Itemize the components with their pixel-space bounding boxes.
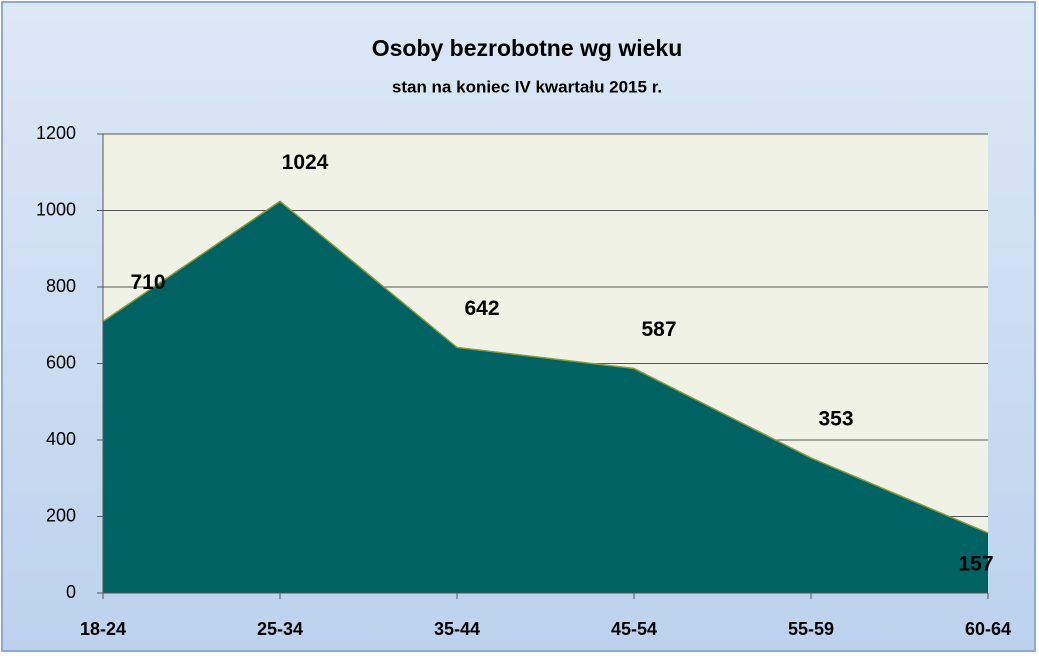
y-tick-label: 800 — [46, 276, 76, 296]
data-label: 587 — [641, 318, 676, 341]
y-tick-label: 1200 — [36, 123, 76, 143]
data-label: 710 — [130, 271, 165, 294]
data-label: 157 — [958, 552, 993, 575]
y-tick-label: 600 — [46, 352, 76, 372]
chart-title: Osoby bezrobotne wg wieku — [372, 35, 683, 61]
data-label: 353 — [818, 408, 853, 431]
area-line — [102, 200, 989, 534]
y-tick-label: 0 — [66, 582, 76, 602]
area — [103, 201, 988, 593]
y-tick-label: 1000 — [36, 199, 76, 219]
y-tick-label: 200 — [46, 505, 76, 525]
x-tick-label: 18-24 — [80, 619, 126, 639]
x-tick-label: 55-59 — [788, 619, 834, 639]
chart-subtitle: stan na koniec IV kwartału 2015 r. — [392, 77, 662, 96]
x-tick-label: 25-34 — [257, 619, 303, 639]
data-label: 642 — [464, 297, 499, 320]
x-tick-label: 35-44 — [434, 619, 480, 639]
x-tick-label: 60-64 — [965, 619, 1011, 639]
data-label: 1024 — [282, 151, 329, 174]
x-tick-label: 45-54 — [611, 619, 657, 639]
y-tick-label: 400 — [46, 429, 76, 449]
